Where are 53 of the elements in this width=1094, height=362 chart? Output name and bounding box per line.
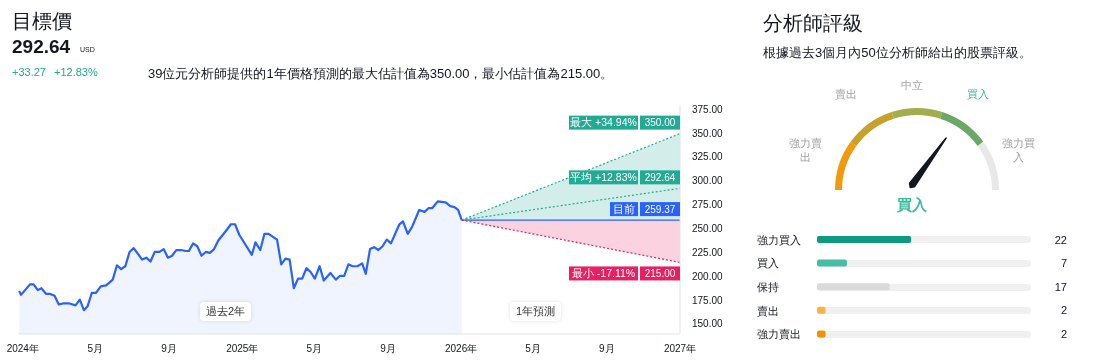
x-tick-label: 9月 (380, 343, 396, 354)
data-label: 22 (1054, 233, 1067, 246)
slice-label: 中立 (900, 78, 924, 92)
text: +33.27 (12, 66, 46, 78)
text: +12.83% (54, 66, 98, 78)
x-tick-label: 5月 (87, 343, 104, 354)
data-label: 2 (1060, 327, 1067, 340)
slice-label: 強力賣出 (787, 136, 823, 165)
text: 292.64 (12, 36, 71, 58)
y-tick-label: 150.00 (692, 318, 724, 330)
legend-label: 最小 -17.11% (571, 266, 636, 279)
x-tick-label: 2025年 (226, 343, 259, 354)
data-label: 350.00 (644, 117, 676, 129)
annotation: 1年預測 (510, 302, 562, 321)
annotation: 過去2年 (200, 302, 252, 321)
text: 買入 (897, 195, 927, 215)
y-tick-label: 325.00 (692, 151, 724, 163)
data-label: 7 (1060, 257, 1067, 270)
chart-subtitle: 根據過去3個月內50位分析師給出的股票評級。 (763, 44, 1032, 62)
y-tick-label: 225.00 (692, 246, 724, 258)
y-tick-label: 375.00 (692, 103, 724, 115)
y-tick-label: 保持 (757, 281, 779, 293)
data-label: 292.64 (644, 171, 676, 183)
slice-label: 賣出 (834, 87, 859, 102)
x-tick-label: 2024年 (6, 343, 39, 354)
x-tick-label: 2026年 (445, 343, 478, 354)
chart-subtitle: 39位元分析師提供的1年價格預測的最大估計值為350.00，最小估計值為215.00。 (148, 65, 614, 83)
x-tick-label: 9月 (599, 343, 615, 354)
legend-label: 最大 +34.94% (570, 116, 637, 129)
y-tick-label: 買入 (757, 257, 779, 270)
legend-label: 平均 +12.83% (570, 170, 637, 183)
x-tick-label: 5月 (306, 343, 322, 354)
data-label: 259.37 (644, 203, 676, 215)
chart-title: 目標價 (12, 9, 72, 34)
x-tick-label: 2027年 (663, 343, 697, 354)
slice-label: 強力買入 (1001, 136, 1036, 165)
y-tick-label: 強力買入 (757, 233, 801, 246)
x-tick-label: 9月 (161, 343, 177, 354)
y-tick-label: 275.00 (692, 199, 724, 211)
data-label: 215.00 (644, 267, 676, 279)
y-tick-label: 強力賣出 (757, 328, 801, 341)
y-tick-label: 200.00 (692, 270, 724, 282)
legend-label: 目前 (613, 202, 635, 215)
x-tick-label: 5月 (525, 343, 541, 354)
chart-title: 分析師評級 (763, 11, 863, 36)
y-tick-label: 300.00 (692, 175, 724, 187)
data-label: 2 (1060, 304, 1067, 317)
y-tick-label: 賣出 (757, 304, 779, 317)
y-tick-label: 250.00 (692, 223, 724, 235)
slice-label: 買入 (965, 87, 990, 102)
data-label: 17 (1054, 280, 1067, 293)
y-tick-label: 350.00 (692, 127, 724, 139)
y-tick-label: 175.00 (692, 294, 724, 306)
